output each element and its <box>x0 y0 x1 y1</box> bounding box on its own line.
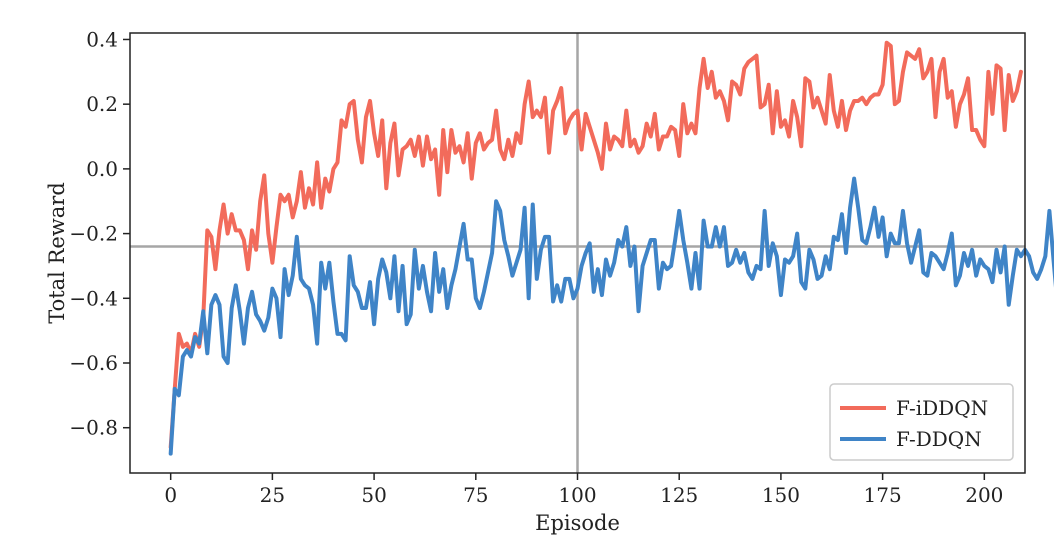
x-tick-label: 125 <box>660 483 698 507</box>
y-axis: −0.8 −0.6 −0.4 −0.2 0.0 0.2 0.4 <box>69 27 130 440</box>
reference-lines <box>130 33 1025 473</box>
x-tick-label: 75 <box>463 483 488 507</box>
x-tick-label: 175 <box>864 483 902 507</box>
y-tick-label: 0.2 <box>86 92 118 116</box>
x-tick-label: 100 <box>558 483 596 507</box>
x-tick-label: 25 <box>260 483 285 507</box>
legend-label: F-iDDQN <box>896 396 988 420</box>
legend-label: F-DDQN <box>896 427 982 451</box>
x-tick-label: 200 <box>965 483 1003 507</box>
y-tick-label: 0.4 <box>86 27 118 51</box>
y-tick-label: −0.2 <box>69 222 118 246</box>
series-line-f-ddqn <box>168 176 1054 456</box>
x-axis-title: Episode <box>535 511 620 535</box>
y-tick-label: −0.6 <box>69 351 118 375</box>
series-line-f-iddqn <box>168 40 1023 450</box>
x-tick-label: 0 <box>164 483 177 507</box>
y-axis-title: Total Reward <box>45 182 69 324</box>
x-tick-label: 150 <box>762 483 800 507</box>
y-tick-label: −0.8 <box>69 416 118 440</box>
legend: F-iDDQN F-DDQN <box>829 383 1014 461</box>
x-tick-label: 50 <box>361 483 386 507</box>
y-tick-label: 0.0 <box>86 157 118 181</box>
y-tick-label: −0.4 <box>69 286 118 310</box>
x-axis: 0 25 50 75 100 125 150 175 200 <box>164 473 1003 507</box>
series-layer <box>168 40 1054 456</box>
